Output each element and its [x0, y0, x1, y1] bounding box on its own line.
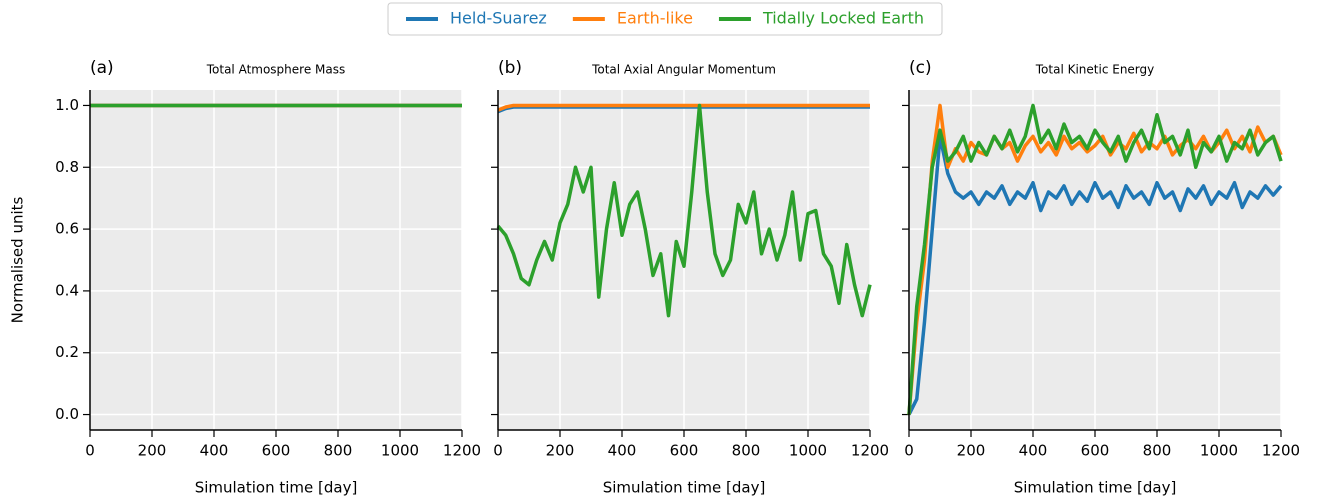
x-tick-label: 400 [608, 442, 637, 460]
x-tick-label: 200 [138, 442, 167, 460]
x-axis-label: Simulation time [day] [1014, 479, 1177, 497]
y-tick-label: 0.8 [55, 158, 79, 176]
x-tick-label: 400 [1019, 442, 1048, 460]
x-tick-label: 800 [732, 442, 761, 460]
x-tick-label: 800 [324, 442, 353, 460]
y-tick-label: 1.0 [55, 96, 79, 114]
panel-title: Total Kinetic Energy [1035, 63, 1155, 77]
series-line [907, 103, 1283, 415]
panel-title: Total Atmosphere Mass [206, 63, 346, 77]
x-tick-label: 1200 [1262, 442, 1300, 460]
x-tick-label: 1000 [1200, 442, 1238, 460]
x-tick-label: 0 [493, 442, 503, 460]
y-tick-label: 0.6 [55, 220, 79, 238]
legend-label: Held-Suarez [450, 9, 547, 28]
x-tick-label: 1200 [851, 442, 889, 460]
panel-label: (a) [90, 58, 114, 78]
legend-label: Tidally Locked Earth [762, 9, 924, 28]
series-line [496, 103, 872, 318]
series-line [497, 103, 870, 112]
legend-box [387, 2, 943, 36]
x-tick-label: 400 [200, 442, 229, 460]
x-tick-label: 0 [904, 442, 914, 460]
x-tick-label: 0 [85, 442, 95, 460]
legend-label: Earth-like [617, 9, 693, 28]
x-tick-label: 1000 [789, 442, 827, 460]
x-tick-label: 1000 [381, 442, 419, 460]
x-axis-label: Simulation time [day] [603, 479, 766, 497]
y-axis-label: Normalised units [9, 196, 27, 323]
x-tick-label: 800 [1143, 442, 1172, 460]
legend: Held-Suarez Earth-like Tidally Locked Eart… [387, 2, 943, 36]
y-tick-label: 0.0 [55, 405, 79, 423]
x-tick-label: 200 [546, 442, 575, 460]
x-tick-label: 600 [262, 442, 291, 460]
panel-title: Total Axial Angular Momentum [591, 63, 776, 77]
x-tick-label: 200 [957, 442, 986, 460]
panel-label: (c) [909, 58, 932, 78]
x-tick-label: 600 [670, 442, 699, 460]
x-tick-label: 600 [1081, 442, 1110, 460]
y-tick-label: 0.4 [55, 281, 79, 299]
series-line [907, 134, 1283, 416]
x-axis-label: Simulation time [day] [195, 479, 358, 497]
panel-label: (b) [498, 58, 522, 78]
x-tick-label: 1200 [443, 442, 481, 460]
series-line [907, 103, 1283, 415]
y-tick-label: 0.2 [55, 343, 79, 361]
